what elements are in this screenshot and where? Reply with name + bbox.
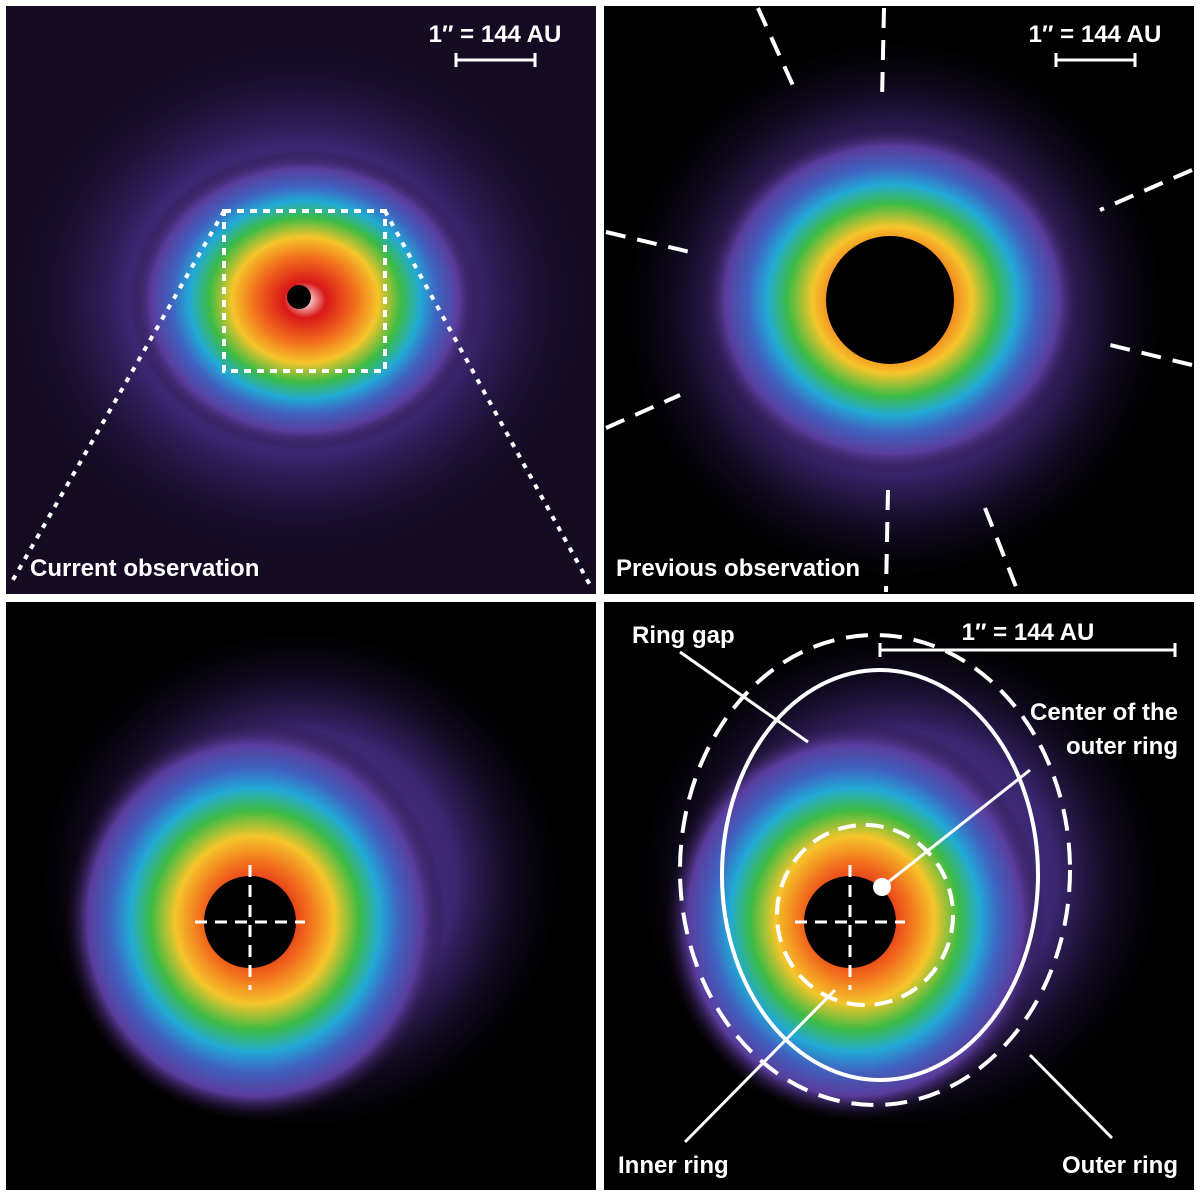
scale-bar	[1054, 53, 1137, 67]
scale-bar	[454, 53, 537, 67]
label-outer-ring: Outer ring	[1062, 1152, 1178, 1179]
occulter	[826, 236, 954, 364]
zoom-box	[222, 209, 387, 373]
occulter	[287, 285, 311, 309]
scale-bar	[878, 643, 1177, 657]
panel-previous: 1″ = 144 AU Previous observation	[604, 6, 1194, 594]
ring-gap	[720, 668, 1040, 1082]
label-center: outer ring	[1066, 733, 1178, 760]
inner-ring	[775, 823, 955, 1007]
panel-annotated: 1″ = 144 AU Ring gap Center of the outer…	[604, 602, 1194, 1190]
crosshair	[795, 865, 905, 990]
panel-zoom	[6, 602, 596, 1190]
spider-lines	[605, 7, 1193, 593]
caption: Previous observation	[616, 555, 860, 582]
label-ring-gap: Ring gap	[632, 622, 735, 649]
crosshair	[195, 865, 305, 990]
scale-label: 1″ = 144 AU	[962, 619, 1095, 646]
panel-current: 1″ = 144 AU Current observation	[6, 6, 596, 594]
label-inner-ring: Inner ring	[618, 1152, 729, 1179]
outer-ring	[678, 633, 1072, 1107]
caption: Current observation	[30, 555, 259, 582]
occulter	[204, 876, 296, 968]
scale-label: 1″ = 144 AU	[1029, 21, 1162, 48]
label-center: Center of the	[1030, 699, 1178, 726]
leader-lines	[679, 650, 1114, 1144]
scale-label: 1″ = 144 AU	[429, 21, 562, 48]
occulter	[804, 876, 896, 968]
